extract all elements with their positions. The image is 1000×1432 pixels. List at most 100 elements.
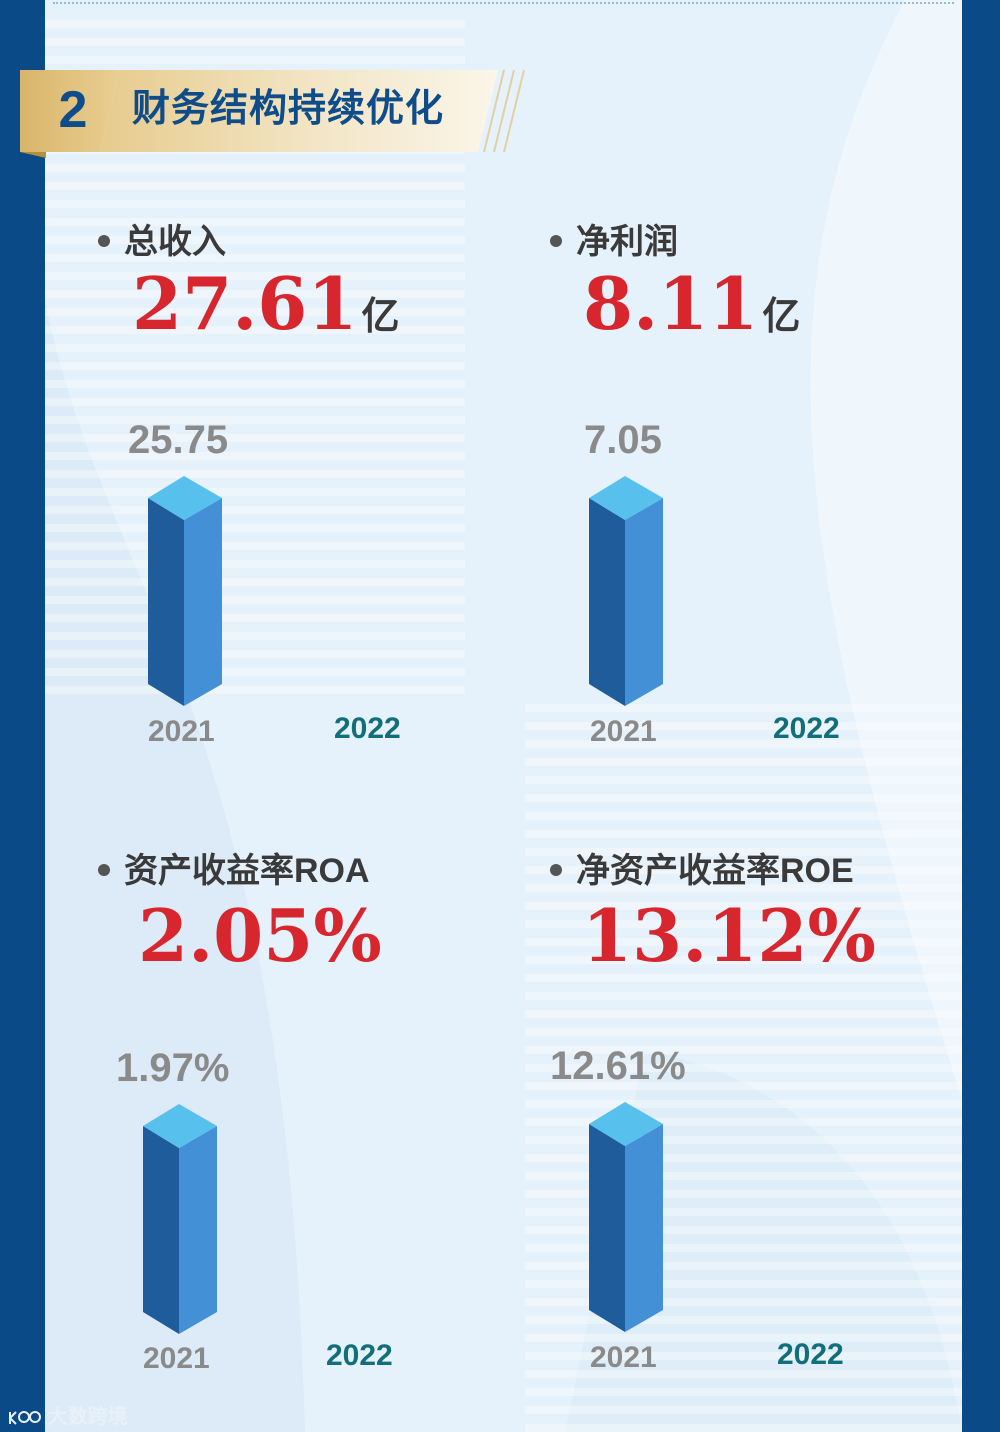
background-stripe [45, 542, 465, 550]
background-stripe [45, 254, 465, 262]
background-stripe [525, 938, 962, 946]
kpi-label: 总收入 [98, 214, 226, 263]
background-stripe [525, 1154, 962, 1162]
background-stripe [45, 362, 465, 370]
kpi-label: 净利润 [550, 214, 678, 263]
background-stripe [525, 1190, 962, 1198]
background-stripe [525, 740, 962, 748]
kpi-label: 净资产收益率ROE [550, 843, 854, 892]
background-stripe [45, 578, 465, 586]
bar-data-label-2021: 25.75 [128, 418, 229, 462]
background-stripe [45, 308, 465, 316]
brand-logo-icon [9, 1410, 41, 1425]
year-label-2021: 2021 [148, 715, 215, 748]
background-stripe [525, 884, 962, 892]
kpi-value-number: 27.61 [132, 261, 358, 346]
background-stripe [525, 992, 962, 1000]
kpi-current-value: 2.05% [138, 896, 386, 988]
section-title: 财务结构持续优化 [132, 88, 445, 130]
background-stripe [525, 1280, 962, 1288]
background-stripe [45, 56, 465, 64]
background-stripe [525, 1118, 962, 1126]
kpi-value-unit: 亿 [762, 294, 801, 338]
kpi-title: 净利润 [576, 223, 678, 261]
background-decoration [45, 0, 962, 1432]
bar-side-face [589, 1124, 625, 1332]
background-stripe [525, 1082, 962, 1090]
background-stripe [525, 1136, 962, 1144]
background-stripe [525, 758, 962, 766]
background-stripe [525, 1316, 962, 1324]
bar-data-label-2021: 1.97% [116, 1046, 230, 1090]
background-stripe [525, 1334, 962, 1342]
background-stripe [45, 398, 465, 406]
background-stripe [45, 524, 465, 532]
background-stripe [45, 632, 465, 640]
kpi-value-number: 2.05% [138, 893, 382, 978]
background-stripe [525, 1244, 962, 1252]
kpi-value-unit: 亿 [361, 294, 400, 338]
background-stripe [45, 236, 465, 244]
background-stripe [525, 1406, 962, 1414]
bullet-dot-icon [98, 864, 110, 877]
bullet-dot-icon [550, 864, 562, 877]
background-stripe [45, 452, 465, 460]
background-stripe [525, 1064, 962, 1072]
bar-2021 [589, 1102, 663, 1332]
kpi-value-number: 13.12% [582, 893, 876, 978]
year-label-2022: 2022 [326, 1339, 393, 1372]
background-stripe [45, 218, 465, 226]
background-stripe [525, 902, 962, 910]
background-stripe [525, 794, 962, 802]
kpi-label: 资产收益率ROA [98, 843, 370, 892]
kpi-current-value: 27.61 亿 [132, 264, 399, 356]
year-label-2021: 2021 [590, 1341, 657, 1374]
bar-2021 [148, 476, 222, 706]
background-stripe [45, 560, 465, 568]
year-label-2021: 2021 [590, 715, 657, 748]
watermark: 大数跨境 [8, 1400, 128, 1429]
background-stripe [525, 956, 962, 964]
background-stripe [45, 272, 465, 280]
bullet-dot-icon [550, 235, 562, 248]
bar-2021 [143, 1104, 217, 1334]
background-stripe [45, 416, 465, 424]
bar-side-face [589, 498, 625, 706]
kpi-title: 资产收益率ROA [124, 852, 370, 890]
background-stripe [45, 20, 465, 28]
background-stripe [525, 776, 962, 784]
bar-front-face [179, 1126, 217, 1334]
kpi-title: 净资产收益率ROE [576, 852, 854, 890]
background-stripe [525, 1370, 962, 1378]
background-stripe [525, 830, 962, 838]
top-dotted-divider [53, 2, 954, 4]
background-stripe [45, 596, 465, 604]
background-stripe [45, 488, 465, 496]
kpi-title: 总收入 [124, 223, 226, 261]
background-stripe [45, 380, 465, 388]
background-stripe [45, 470, 465, 478]
bar-front-face [184, 498, 222, 706]
background-stripe [45, 326, 465, 334]
kpi-current-value: 8.11 亿 [583, 264, 800, 356]
bar-top-face [148, 476, 222, 520]
background-stripe [525, 1208, 962, 1216]
background-stripe [525, 1424, 962, 1432]
year-label-2022: 2022 [334, 712, 401, 745]
background-stripe [45, 182, 465, 190]
background-stripe [525, 1262, 962, 1270]
banner-shape [20, 69, 525, 158]
background-stripe [525, 704, 962, 712]
background-stripe [45, 614, 465, 622]
bar-side-face [148, 498, 184, 706]
bar-top-face [589, 1102, 663, 1146]
background-stripe [45, 434, 465, 442]
year-label-2022: 2022 [777, 1338, 844, 1371]
section-number: 2 [58, 81, 88, 139]
kpi-current-value: 13.12% [582, 896, 880, 988]
background-stripe [45, 686, 465, 694]
watermark-text: 大数跨境 [47, 1406, 128, 1428]
background-stripe [525, 812, 962, 820]
bar-front-face [625, 1124, 663, 1332]
bar-data-label-2021: 12.61% [550, 1044, 686, 1088]
